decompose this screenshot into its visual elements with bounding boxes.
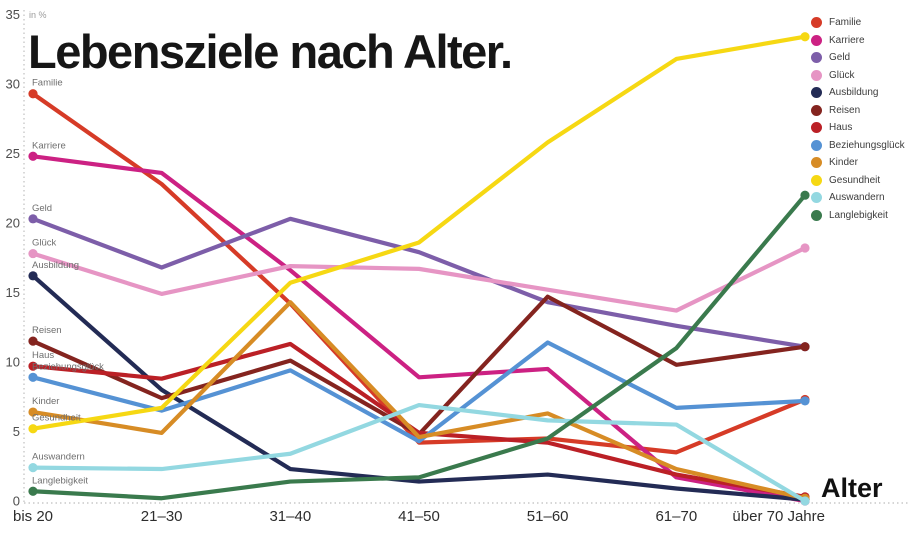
legend-label-reisen: Reisen [829,104,861,116]
legend-dot-familie [811,17,822,29]
series-line-reisen [30,294,808,437]
legend-dot-kinder [811,157,822,169]
legend-item-glck: Glück [811,67,905,85]
series-start-dot-reisen [28,336,38,346]
y-axis-unit-label: in % [29,10,47,20]
series-start-dot-karriere [28,151,38,161]
legend-item-haus: Haus [811,119,905,137]
series-line-familie [30,91,808,455]
legend-item-beziehungsglck: Beziehungsglück [811,137,905,155]
series-start-dot-geld [28,214,38,224]
legend-item-gesundheit: Gesundheit [811,172,905,190]
x-tick-label: über 70 Jahre [732,508,825,525]
x-tick-label: 31–40 [269,508,311,525]
legend-dot-geld [811,52,822,64]
legend-item-ausbildung: Ausbildung [811,84,905,102]
legend-dot-reisen [811,104,822,116]
legend-label-haus: Haus [829,122,853,134]
legend-label-familie: Familie [829,17,862,29]
x-tick-label: 51–60 [527,508,569,525]
series-label-kinder: Kinder [32,396,59,407]
series-start-dot-kinder [28,407,38,417]
legend-item-geld: Geld [811,49,905,67]
series-label-glck: Glück [32,238,57,249]
series-end-dot-langlebigkeit [800,190,810,200]
series-start-dot-haus [28,361,38,371]
legend-item-karriere: Karriere [811,32,905,50]
x-tick-label: 21–30 [141,508,183,525]
legend-item-kinder: Kinder [811,154,905,172]
legend-dot-haus [811,122,822,134]
y-tick-label: 0 [13,494,20,509]
legend-label-karriere: Karriere [829,34,865,46]
y-tick-label: 10 [6,355,20,370]
series-label-karriere: Karriere [32,140,66,151]
series-label-auswandern: Auswandern [32,452,85,463]
legend-dot-glck [811,69,822,81]
series-label-ausbildung: Ausbildung [32,260,79,271]
series-end-dot-auswandern [800,496,810,506]
legend-dot-karriere [811,34,822,46]
legend-label-glck: Glück [829,69,855,81]
series-line-langlebigkeit [30,193,808,501]
legend-dot-beziehungsglck [811,139,822,151]
series-line-kinder [30,300,808,501]
series-start-dot-beziehungsglck [28,372,38,382]
legend: Familie Karriere Geld Glück Ausbildung Reisen… [811,14,905,224]
legend-dot-ausbildung [811,87,822,99]
series-line-beziehungsglck [30,340,808,444]
page-title: Lebensziele nach Alter. [28,25,513,78]
series-end-dot-gesundheit [800,32,810,42]
y-tick-label: 20 [6,216,20,231]
x-axis-title: Alter [821,473,883,503]
series-start-dot-gesundheit [28,424,38,434]
legend-label-beziehungsglck: Beziehungsglück [829,139,905,151]
legend-label-ausbildung: Ausbildung [829,87,879,99]
legend-item-langlebigkeit: Langlebigkeit [811,207,905,225]
legend-label-kinder: Kinder [829,157,858,169]
legend-label-auswandern: Auswandern [829,192,885,204]
series-line-karriere [30,154,808,504]
series-label-familie: Familie [32,78,63,89]
x-tick-label: 41–50 [398,508,440,525]
legend-label-langlebigkeit: Langlebigkeit [829,209,888,221]
legend-item-reisen: Reisen [811,102,905,120]
legend-dot-langlebigkeit [811,209,822,221]
y-tick-label: 25 [6,146,20,161]
series-end-dot-beziehungsglck [800,396,810,406]
series-line-ausbildung [30,273,808,502]
y-tick-label: 30 [6,77,20,92]
legend-item-familie: Familie [811,14,905,32]
legend-label-geld: Geld [829,52,851,64]
series-line-geld [30,216,808,349]
series-line-auswandern [30,402,808,504]
series-end-dot-reisen [800,342,810,352]
series-label-reisen: Reisen [32,325,62,336]
series-line-gesundheit [30,34,808,431]
series-label-geld: Geld [32,203,52,214]
x-tick-label: 61–70 [655,508,697,525]
series-start-dot-ausbildung [28,271,38,281]
series-label-langlebigkeit: Langlebigkeit [32,475,88,486]
legend-item-auswandern: Auswandern [811,189,905,207]
legend-label-gesundheit: Gesundheit [829,174,881,186]
x-tick-label: bis 20 [13,508,53,525]
y-tick-label: 5 [13,424,20,439]
series-start-dot-auswandern [28,463,38,473]
series-label-gesundheit: Gesundheit [32,413,81,424]
series-start-dot-familie [28,89,38,99]
series-label-beziehungsglck: Beziehungsglück [32,361,104,372]
series-line-haus [30,341,808,499]
y-tick-label: 15 [6,285,20,300]
series-end-dot-glck [800,243,810,253]
series-start-dot-langlebigkeit [28,486,38,496]
legend-dot-gesundheit [811,174,822,186]
y-tick-label: 35 [6,7,20,22]
series-start-dot-glck [28,248,38,259]
series-label-haus: Haus [32,350,54,361]
series-line-glck [30,245,808,313]
legend-dot-auswandern [811,192,822,204]
